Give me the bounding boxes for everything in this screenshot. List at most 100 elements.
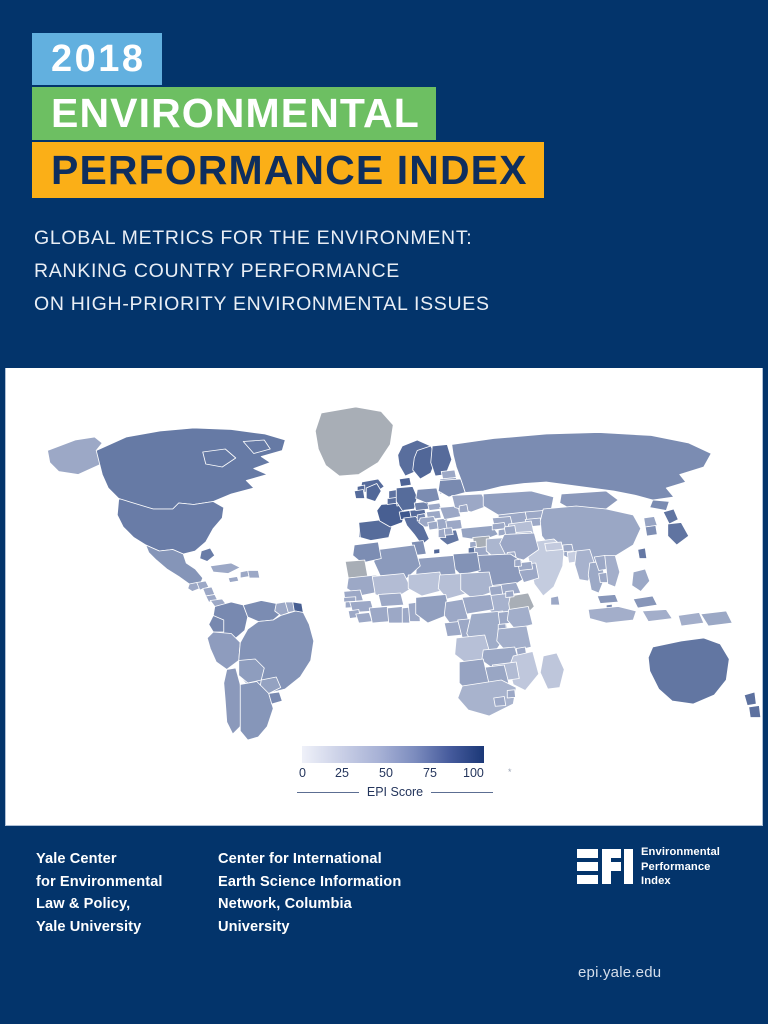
title-environmental-block: ENVIRONMENTAL — [32, 87, 436, 140]
org2-line-2: Earth Science Information — [218, 873, 402, 890]
epi-logo-line-2: Performance — [641, 860, 711, 873]
map-country — [355, 612, 373, 624]
map-country — [748, 705, 762, 718]
legend-tick-50: 50 — [379, 766, 393, 780]
map-country — [451, 432, 712, 501]
map-country — [401, 606, 411, 624]
map-country — [743, 691, 757, 706]
map-country — [587, 606, 637, 624]
epi-website-url[interactable]: epi.yale.edu — [578, 964, 662, 981]
map-country — [562, 543, 574, 553]
world-map-panel: 0 25 50 75 100 * EPI Score — [5, 368, 763, 826]
legend-tick-100: 100 — [463, 766, 484, 780]
legend-rule-left — [297, 791, 359, 793]
map-country — [700, 610, 733, 627]
org2-line-4: University — [218, 918, 290, 935]
subtitle-line-3: ON HIGH-PRIORITY ENVIRONMENTAL ISSUES — [34, 293, 490, 315]
map-country — [386, 606, 405, 624]
map-country — [242, 600, 283, 622]
org-ciesin-block: Center for International Earth Science I… — [218, 848, 401, 938]
map-country — [227, 576, 240, 583]
map-country — [365, 483, 382, 502]
world-map-choropleth — [47, 406, 762, 741]
map-country — [451, 552, 481, 576]
epi-logo: Environmental Performance Index — [577, 845, 720, 889]
subtitle-line-1: GLOBAL METRICS FOR THE ENVIRONMENT: — [34, 227, 473, 249]
map-country — [514, 558, 522, 568]
map-country — [443, 527, 454, 536]
map-country — [268, 691, 283, 705]
map-country — [505, 590, 515, 598]
map-country — [662, 508, 679, 525]
legend-caption-label: EPI Score — [366, 785, 424, 799]
legend-rule-right — [431, 791, 493, 793]
map-country — [395, 486, 418, 511]
map-country — [644, 525, 658, 537]
map-country — [353, 489, 366, 499]
map-country — [377, 592, 405, 607]
legend-tick-25: 25 — [335, 766, 349, 780]
legend-tick-75: 75 — [423, 766, 437, 780]
subtitle-line-2: RANKING COUNTRY PERFORMANCE — [34, 260, 400, 282]
page-footer: Yale Center for Environmental Law & Poli… — [0, 826, 768, 1024]
map-country — [550, 595, 561, 606]
org1-line-3: Law & Policy, — [36, 896, 131, 912]
map-country — [539, 652, 565, 690]
map-country — [667, 522, 690, 546]
map-country — [352, 541, 382, 564]
title-environmental-text: ENVIRONMENTAL — [51, 90, 420, 136]
title-year-text: 2018 — [51, 38, 146, 80]
map-country — [461, 594, 495, 615]
org1-line-4: Yale University — [36, 918, 142, 935]
map-country — [544, 541, 564, 552]
epi-logo-line-1: Environmental — [641, 846, 721, 858]
map-country — [407, 571, 445, 597]
cover-header: 2018 ENVIRONMENTAL PERFORMANCE INDEX GLO… — [0, 0, 768, 368]
map-country — [604, 555, 621, 588]
map-country — [208, 615, 225, 633]
map-country — [506, 606, 534, 630]
map-country — [247, 570, 261, 579]
map-country — [439, 505, 462, 520]
epi-logo-mark-icon — [577, 848, 633, 884]
map-country — [637, 547, 648, 559]
map-country — [398, 477, 412, 487]
title-performance-index-text: PERFORMANCE INDEX — [51, 146, 528, 193]
map-country — [631, 568, 651, 592]
legend-tick-labels: 0 25 50 75 100 — [297, 765, 497, 781]
map-country — [292, 601, 304, 613]
map-country — [632, 595, 658, 609]
map-country — [649, 499, 670, 511]
org1-line-1: Yale Center — [36, 851, 117, 867]
org2-line-1: Center for International — [218, 851, 382, 867]
legend-footnote-marker: * — [508, 767, 512, 777]
epi-logo-wordmark: Environmental Performance Index — [641, 845, 720, 889]
org1-line-2: for Environmental — [36, 873, 163, 890]
map-country — [641, 609, 673, 622]
map-country — [433, 548, 441, 555]
legend-tick-0: 0 — [299, 766, 306, 780]
map-country — [493, 696, 507, 707]
map-country — [437, 478, 466, 498]
map-country — [187, 582, 201, 592]
title-performance-index-block: PERFORMANCE INDEX — [32, 142, 544, 198]
map-country — [506, 689, 516, 699]
org-yale-block: Yale Center for Environmental Law & Poli… — [36, 848, 163, 938]
map-country — [643, 516, 658, 528]
map-country — [647, 637, 730, 705]
legend-caption: EPI Score — [297, 785, 493, 799]
map-country — [206, 631, 241, 670]
map-country — [199, 547, 216, 562]
map-country — [209, 562, 241, 574]
map-country — [427, 502, 442, 511]
map-country — [415, 487, 441, 504]
title-year-block: 2018 — [32, 33, 162, 85]
map-country — [457, 679, 517, 717]
map-country — [314, 406, 394, 477]
legend-gradient-bar — [302, 746, 484, 763]
map-country — [239, 681, 274, 741]
map-country — [242, 439, 271, 454]
epi-logo-line-3: Index — [641, 875, 671, 888]
map-country — [596, 594, 619, 604]
org2-line-3: Network, Columbia — [218, 896, 352, 912]
